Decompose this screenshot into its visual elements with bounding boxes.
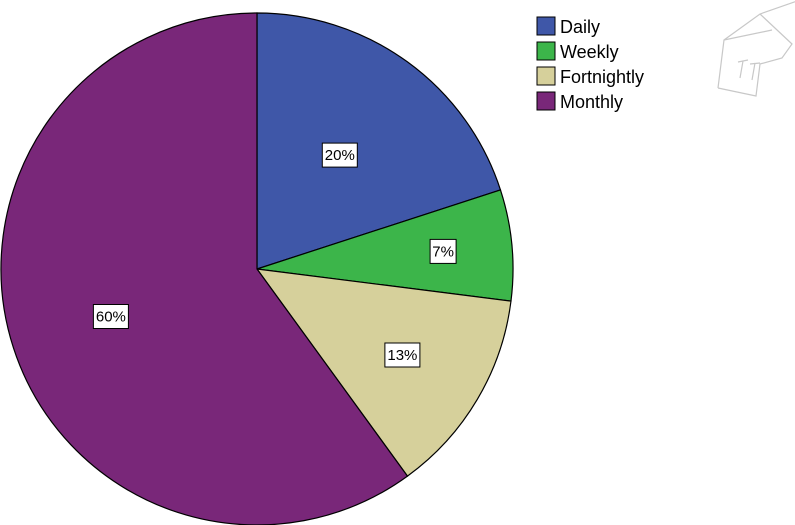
legend-item-daily: Daily (536, 16, 600, 37)
legend-label: Fortnightly (560, 67, 644, 87)
chart-legend: Daily Weekly Fortnightly Monthly (536, 16, 644, 112)
watermark-logo (717, 1, 795, 97)
data-label-weekly: 7% (429, 238, 457, 264)
svg-text:7%: 7% (432, 243, 454, 260)
pie-slice-fortnightly (255, 268, 512, 477)
svg-text:20%: 20% (325, 147, 355, 164)
svg-text:60%: 60% (96, 309, 126, 326)
pie-slices (0, 12, 514, 525)
legend-swatch (536, 16, 556, 36)
data-label-daily: 20% (321, 142, 358, 168)
legend-swatch (536, 66, 556, 86)
svg-text:13%: 13% (387, 347, 417, 364)
pie-slice-weekly (256, 189, 514, 302)
legend-label: Daily (560, 17, 600, 37)
data-label-monthly: 60% (92, 304, 129, 329)
legend-swatch (536, 91, 556, 111)
legend-item-fortnightly: Fortnightly (536, 66, 644, 87)
pie-data-labels: 20% 7% 13% 60% (92, 142, 457, 368)
legend-label: Monthly (560, 92, 623, 112)
pie-slice-monthly (0, 12, 409, 525)
pie-slice-daily (256, 12, 502, 270)
legend-swatch (536, 41, 556, 61)
legend-item-weekly: Weekly (536, 41, 619, 62)
legend-item-monthly: Monthly (536, 91, 623, 112)
data-label-fortnightly: 13% (384, 342, 421, 368)
legend-label: Weekly (560, 42, 619, 62)
